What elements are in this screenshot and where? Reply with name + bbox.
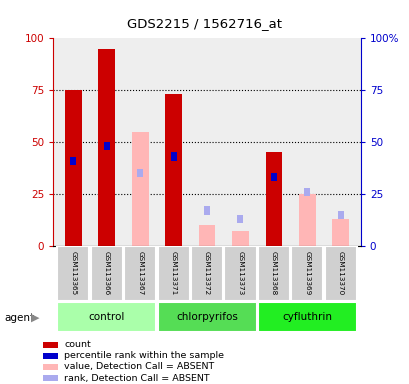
Text: control: control bbox=[88, 312, 125, 322]
Text: agent: agent bbox=[4, 313, 34, 323]
Bar bbox=[43, 375, 58, 381]
Bar bbox=[324, 246, 356, 301]
Text: chlorpyrifos: chlorpyrifos bbox=[176, 312, 237, 322]
Bar bbox=[165, 94, 182, 246]
Bar bbox=[157, 302, 256, 331]
Bar bbox=[198, 225, 215, 246]
Bar bbox=[337, 210, 343, 219]
Text: GSM113373: GSM113373 bbox=[237, 252, 243, 296]
Text: GSM113367: GSM113367 bbox=[137, 252, 143, 296]
Bar bbox=[57, 246, 89, 301]
Bar bbox=[224, 246, 256, 301]
Text: GSM113370: GSM113370 bbox=[337, 252, 343, 296]
Bar bbox=[303, 188, 310, 196]
Bar bbox=[270, 173, 276, 182]
Text: percentile rank within the sample: percentile rank within the sample bbox=[64, 351, 224, 361]
Bar bbox=[257, 246, 289, 301]
Bar bbox=[332, 219, 348, 246]
Bar bbox=[231, 231, 248, 246]
Text: value, Detection Call = ABSENT: value, Detection Call = ABSENT bbox=[64, 362, 214, 371]
Bar bbox=[170, 152, 176, 161]
Bar bbox=[43, 353, 58, 359]
Bar bbox=[57, 302, 156, 331]
Text: GSM113368: GSM113368 bbox=[270, 252, 276, 296]
Bar bbox=[290, 246, 323, 301]
Bar bbox=[137, 169, 143, 177]
Text: cyfluthrin: cyfluthrin bbox=[282, 312, 332, 322]
Bar bbox=[191, 246, 222, 301]
Bar bbox=[43, 342, 58, 348]
Bar bbox=[103, 142, 110, 151]
Bar bbox=[65, 90, 81, 246]
Text: count: count bbox=[64, 340, 91, 349]
Text: GSM113369: GSM113369 bbox=[303, 252, 310, 296]
Text: GDS2215 / 1562716_at: GDS2215 / 1562716_at bbox=[127, 17, 282, 30]
Bar bbox=[237, 215, 243, 223]
Text: rank, Detection Call = ABSENT: rank, Detection Call = ABSENT bbox=[64, 374, 209, 382]
Text: GSM113372: GSM113372 bbox=[204, 252, 209, 296]
Text: GSM113365: GSM113365 bbox=[70, 252, 76, 296]
Bar bbox=[157, 246, 189, 301]
Bar bbox=[265, 152, 281, 246]
Bar bbox=[43, 364, 58, 370]
Bar bbox=[204, 206, 209, 215]
Bar bbox=[124, 246, 156, 301]
Text: GSM113366: GSM113366 bbox=[103, 252, 110, 296]
Text: ▶: ▶ bbox=[31, 313, 39, 323]
Bar bbox=[70, 157, 76, 165]
Bar bbox=[257, 302, 356, 331]
Bar bbox=[132, 132, 148, 246]
Text: GSM113371: GSM113371 bbox=[170, 252, 176, 296]
Bar bbox=[98, 49, 115, 246]
Bar bbox=[90, 246, 123, 301]
Bar bbox=[298, 194, 315, 246]
